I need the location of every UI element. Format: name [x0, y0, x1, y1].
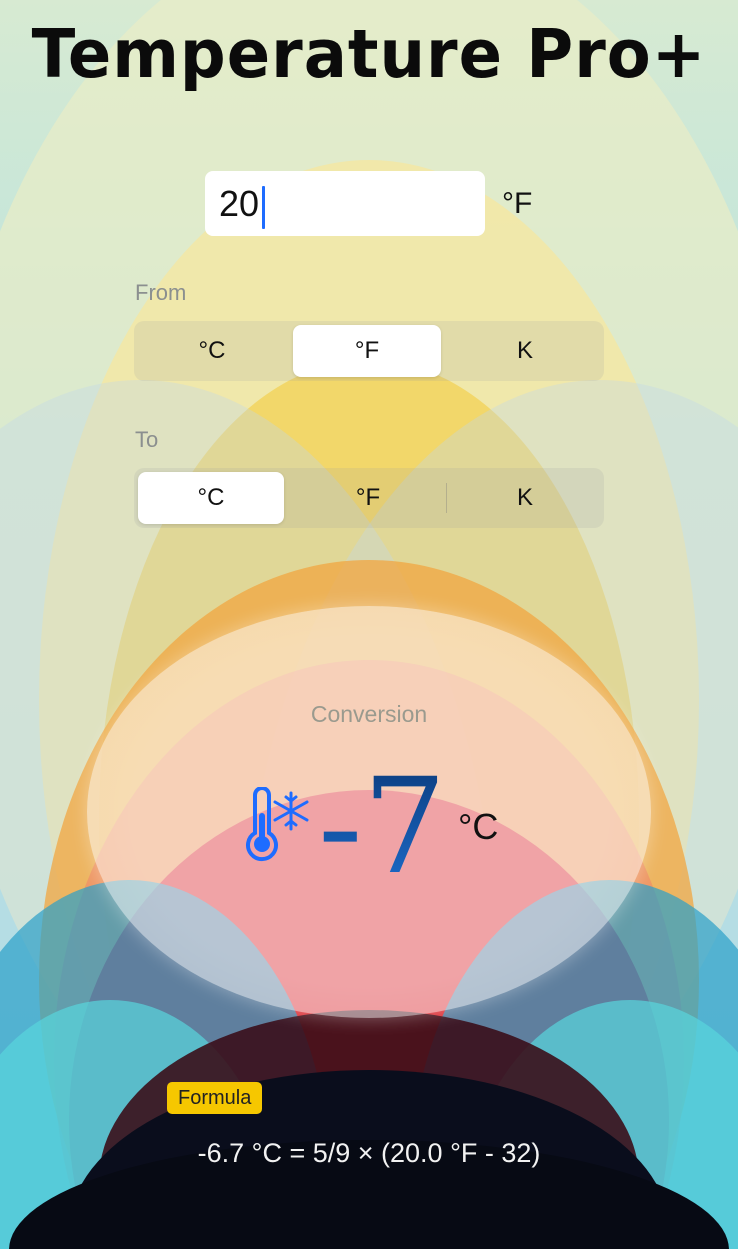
thermometer-snowflake-icon — [241, 786, 311, 865]
from-option-kelvin[interactable]: K — [516, 337, 533, 364]
segment-divider — [446, 483, 447, 513]
from-label: From — [135, 280, 187, 305]
input-unit-label: °F — [502, 187, 533, 220]
from-unit-selector: °C °F K — [134, 321, 604, 381]
conversion-label: Conversion — [310, 701, 428, 727]
from-option-fahrenheit[interactable]: °F — [293, 325, 441, 377]
conversion-panel — [87, 606, 651, 1018]
conversion-unit: °C — [458, 806, 499, 847]
to-option-kelvin[interactable]: K — [516, 484, 533, 511]
to-label: To — [135, 427, 159, 452]
formula-text: -6.7 °C = 5/9 × (20.0 °F - 32) — [197, 1138, 541, 1168]
to-option-celsius[interactable]: °C — [138, 472, 284, 524]
text-caret — [262, 186, 265, 229]
conversion-result: -7 — [318, 750, 447, 904]
temperature-input[interactable] — [205, 171, 485, 236]
app-title: Temperature Pro+ — [31, 16, 707, 94]
to-unit-selector: °C °F K — [134, 468, 604, 528]
formula-badge: Formula — [167, 1082, 263, 1114]
to-option-fahrenheit[interactable]: °F — [355, 484, 381, 511]
from-option-celsius[interactable]: °C — [198, 337, 226, 364]
